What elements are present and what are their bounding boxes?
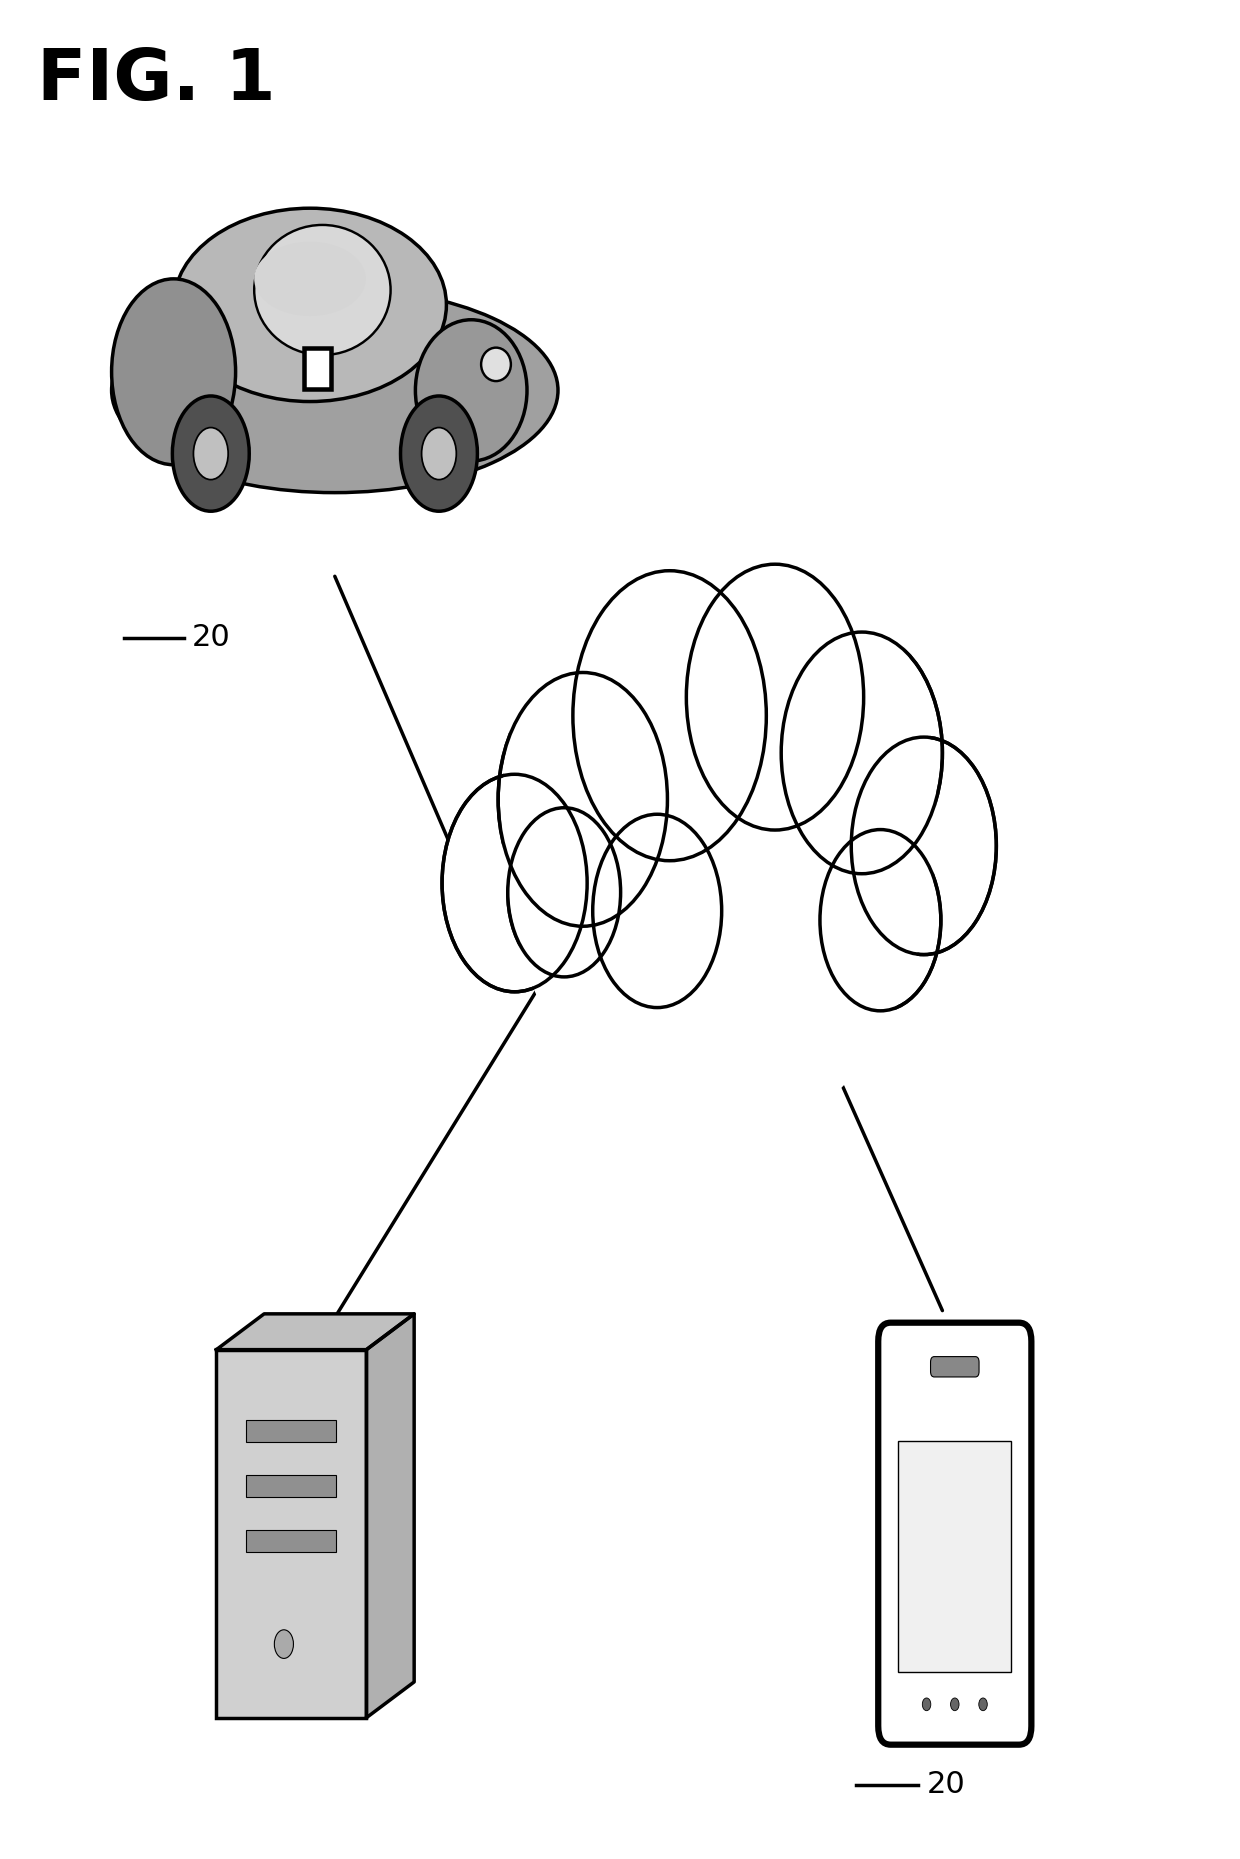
Circle shape (593, 814, 722, 1008)
Circle shape (422, 428, 456, 480)
Circle shape (687, 565, 863, 829)
Polygon shape (216, 1314, 414, 1350)
Polygon shape (367, 1314, 414, 1718)
Circle shape (502, 493, 936, 1143)
FancyBboxPatch shape (930, 1357, 980, 1378)
Circle shape (401, 396, 477, 511)
Bar (216, 1350, 367, 1718)
Ellipse shape (112, 279, 236, 465)
Circle shape (573, 571, 766, 861)
Circle shape (923, 1697, 931, 1710)
Text: 10: 10 (350, 1682, 388, 1712)
Circle shape (852, 738, 997, 956)
Circle shape (508, 807, 621, 978)
Text: 20: 20 (192, 623, 231, 653)
Text: 50: 50 (887, 729, 925, 758)
Bar (247, 1530, 336, 1552)
Circle shape (498, 673, 667, 926)
Circle shape (172, 396, 249, 511)
Ellipse shape (254, 242, 366, 316)
Circle shape (193, 428, 228, 480)
Circle shape (274, 1630, 294, 1658)
Circle shape (951, 1697, 959, 1710)
Ellipse shape (481, 348, 511, 381)
Bar (899, 1441, 1011, 1673)
Circle shape (820, 829, 941, 1011)
Text: FIG. 1: FIG. 1 (37, 46, 275, 115)
Bar (247, 1474, 336, 1496)
Ellipse shape (174, 208, 446, 402)
Circle shape (781, 632, 942, 874)
Ellipse shape (112, 288, 558, 493)
FancyBboxPatch shape (878, 1324, 1032, 1744)
Ellipse shape (254, 225, 391, 355)
Bar (247, 1420, 336, 1443)
Circle shape (441, 775, 588, 993)
Ellipse shape (415, 320, 527, 461)
Bar (304, 348, 331, 389)
Text: 20: 20 (926, 1770, 965, 1800)
Circle shape (978, 1697, 987, 1710)
